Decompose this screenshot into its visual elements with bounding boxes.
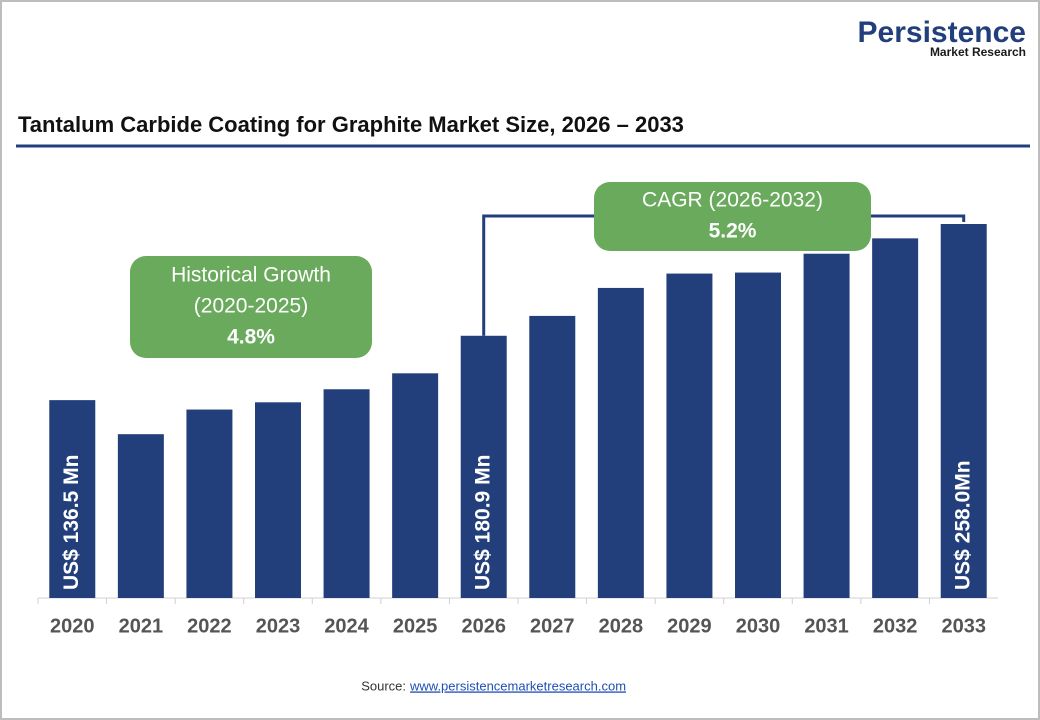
bar [872, 238, 919, 598]
annotation-text: 4.8% [227, 326, 275, 349]
bar [255, 402, 301, 598]
x-tick-label: 2027 [530, 615, 575, 637]
source-link[interactable]: www.persistencemarketresearch.com [409, 678, 626, 693]
value-label: US$ 258.0Mn [951, 460, 974, 590]
bar [597, 287, 644, 598]
bar [186, 409, 233, 598]
x-tick-label: 2020 [50, 615, 95, 637]
x-tick-label: 2030 [736, 615, 781, 637]
bar [529, 315, 576, 598]
logo-name: Persistence [858, 16, 1026, 49]
bar [940, 224, 987, 598]
annotation-box [130, 256, 372, 358]
x-tick-label: 2033 [941, 615, 986, 637]
x-tick-label: 2021 [119, 615, 164, 637]
annotation-text: Historical Growth [171, 264, 331, 287]
x-tick-label: 2026 [461, 615, 506, 637]
x-tick-label: 2031 [804, 615, 849, 637]
annotation-text: 5.2% [709, 220, 757, 243]
x-tick-label: 2024 [324, 615, 369, 637]
annotation-text: (2020-2025) [194, 295, 308, 318]
x-tick-label: 2029 [667, 615, 712, 637]
bar [49, 400, 96, 598]
source-label: Source: [361, 678, 406, 693]
chart-title: Tantalum Carbide Coating for Graphite Ma… [18, 112, 684, 137]
x-tick-label: 2025 [393, 615, 438, 637]
x-tick-label: 2032 [873, 615, 918, 637]
annotation-box [594, 182, 871, 251]
x-tick-label: 2023 [256, 615, 301, 637]
bar [323, 389, 370, 598]
value-label: US$ 180.9 Mn [471, 455, 494, 590]
bar [460, 335, 507, 598]
logo-tagline: Market Research [930, 45, 1026, 59]
value-label: US$ 136.5 Mn [60, 455, 83, 590]
x-tick-label: 2022 [187, 615, 232, 637]
bar [666, 273, 713, 598]
x-tick-label: 2028 [599, 615, 644, 637]
bar [735, 272, 781, 598]
annotation-text: CAGR (2026-2032) [642, 189, 823, 212]
bar [117, 434, 164, 598]
bar [803, 253, 850, 599]
bar [392, 373, 439, 598]
